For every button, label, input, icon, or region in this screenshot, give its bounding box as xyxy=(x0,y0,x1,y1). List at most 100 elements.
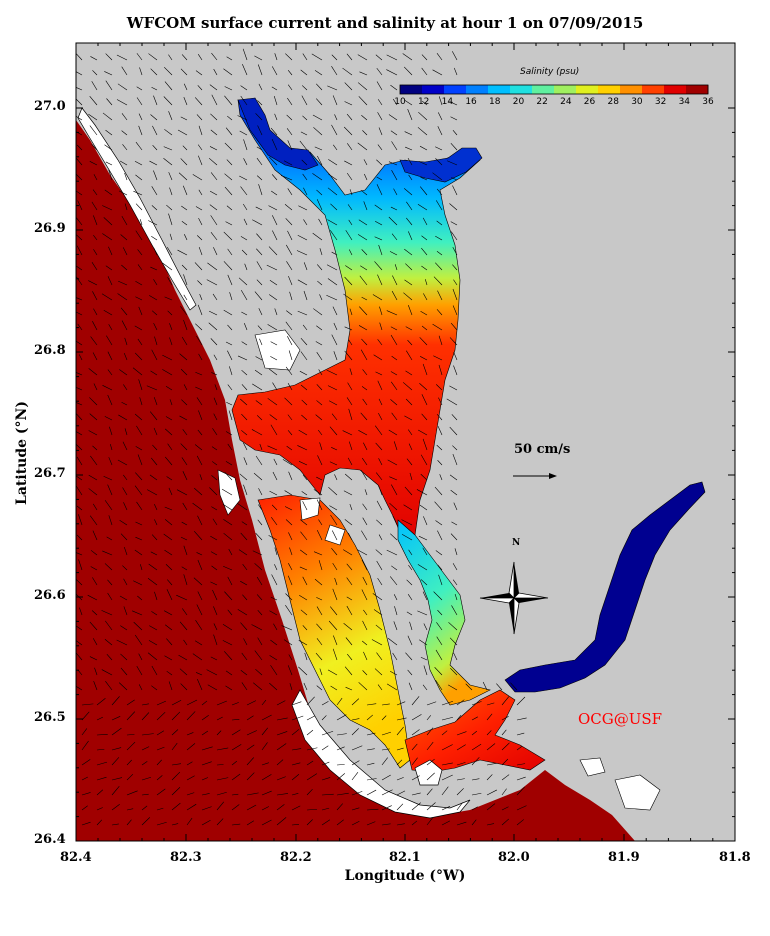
current-vector xyxy=(141,776,152,781)
current-vector xyxy=(120,533,128,541)
current-vector xyxy=(151,665,158,676)
current-vector xyxy=(210,581,218,586)
current-vector xyxy=(135,203,143,211)
current-vector xyxy=(390,84,398,91)
current-vector xyxy=(312,114,323,121)
current-vector xyxy=(408,231,413,241)
current-vector xyxy=(171,802,181,811)
current-vector xyxy=(301,85,308,91)
current-vector xyxy=(96,776,107,781)
current-vector xyxy=(286,114,293,121)
current-vector xyxy=(106,653,113,661)
current-vector xyxy=(256,594,263,601)
current-vector xyxy=(439,474,443,481)
current-vector xyxy=(299,370,308,376)
current-vector xyxy=(291,715,304,721)
current-vector xyxy=(361,470,368,481)
current-vector xyxy=(332,306,338,316)
current-vector xyxy=(331,251,338,256)
current-vector xyxy=(422,100,428,106)
current-vector xyxy=(141,746,150,751)
current-vector xyxy=(270,127,278,136)
current-vector xyxy=(151,349,158,361)
current-vector xyxy=(93,249,98,256)
current-vector xyxy=(179,621,188,631)
current-vector xyxy=(258,504,263,511)
current-vector xyxy=(404,188,413,196)
current-vector xyxy=(111,727,122,736)
current-vector xyxy=(276,700,286,706)
scale-arrowhead xyxy=(549,473,557,479)
current-vector xyxy=(252,550,263,556)
current-vector xyxy=(154,336,158,346)
current-vector xyxy=(222,624,233,631)
current-vector xyxy=(336,714,347,721)
current-vector xyxy=(213,354,218,361)
current-vector xyxy=(181,205,188,211)
current-vector xyxy=(119,520,128,526)
current-vector xyxy=(343,293,353,301)
current-vector xyxy=(88,430,98,436)
current-vector xyxy=(209,204,218,211)
current-vector xyxy=(267,398,278,406)
current-vector xyxy=(411,820,418,826)
current-vector xyxy=(225,670,233,676)
current-vector xyxy=(437,426,443,436)
current-vector xyxy=(285,593,293,601)
current-vector xyxy=(361,338,368,346)
current-vector xyxy=(426,817,434,826)
current-vector xyxy=(332,95,338,106)
current-vector xyxy=(306,788,313,796)
current-vector xyxy=(343,126,353,136)
current-vector xyxy=(166,204,173,211)
current-vector xyxy=(111,696,120,706)
current-vector xyxy=(436,414,443,421)
current-vector xyxy=(134,485,143,496)
colorbar-label: 14 xyxy=(441,97,454,107)
current-vector xyxy=(88,368,98,376)
current-vector xyxy=(326,295,338,301)
current-vector xyxy=(393,621,398,631)
current-vector xyxy=(138,113,143,121)
current-vector xyxy=(362,369,368,376)
current-vector xyxy=(362,130,368,136)
current-vector xyxy=(93,680,98,691)
current-vector xyxy=(227,609,233,616)
current-vector xyxy=(163,533,173,541)
colorbar-label: 36 xyxy=(702,97,714,107)
current-vector xyxy=(471,743,482,751)
current-vector xyxy=(123,474,128,481)
current-vector xyxy=(201,777,209,781)
current-vector xyxy=(330,606,338,616)
current-vector xyxy=(313,127,323,136)
current-vector xyxy=(301,159,308,166)
current-vector xyxy=(344,160,353,166)
current-vector xyxy=(301,95,308,106)
current-vector xyxy=(406,217,413,226)
colorbar-label: 26 xyxy=(583,97,596,107)
current-vector xyxy=(336,733,347,736)
current-vector xyxy=(318,519,323,526)
current-vector xyxy=(316,638,323,646)
current-vector xyxy=(388,216,398,226)
current-vector xyxy=(319,248,323,256)
current-vector xyxy=(91,81,98,91)
current-vector xyxy=(216,747,229,751)
current-vector xyxy=(76,475,83,481)
current-vector xyxy=(124,172,128,181)
current-vector xyxy=(396,747,404,751)
current-vector xyxy=(345,230,353,241)
current-vector xyxy=(374,668,383,676)
current-vector xyxy=(328,620,338,631)
current-vector xyxy=(327,669,338,676)
current-vector xyxy=(208,310,218,316)
current-vector xyxy=(255,455,263,466)
current-vector xyxy=(486,730,492,736)
current-vector xyxy=(211,446,218,451)
current-vector xyxy=(366,778,377,781)
current-vector xyxy=(411,757,418,766)
current-vector xyxy=(386,54,398,61)
colorbar-swatch xyxy=(466,85,489,94)
current-vector xyxy=(107,351,113,361)
current-vector xyxy=(257,519,263,526)
